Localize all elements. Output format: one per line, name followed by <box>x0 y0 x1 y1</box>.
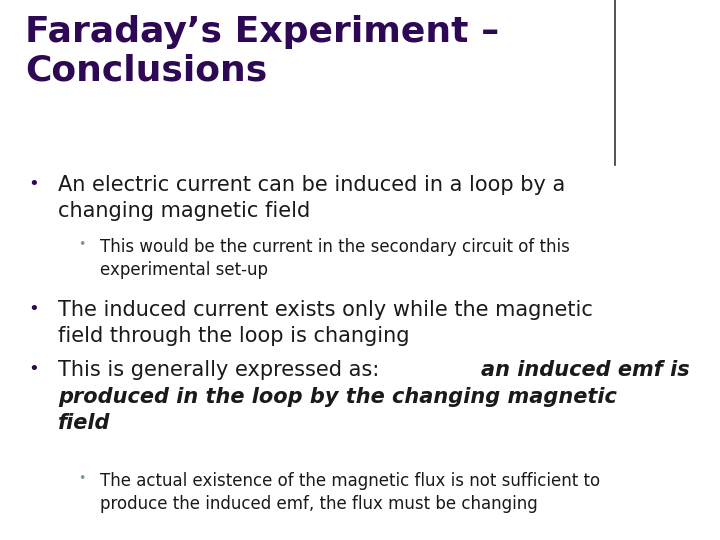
Text: •: • <box>78 238 86 251</box>
Text: an induced emf is: an induced emf is <box>481 360 690 380</box>
Text: produced in the loop by the changing magnetic
field: produced in the loop by the changing mag… <box>58 387 617 433</box>
Text: •: • <box>28 300 39 318</box>
Text: This would be the current in the secondary circuit of this
experimental set-up: This would be the current in the seconda… <box>100 238 570 279</box>
Text: •: • <box>28 175 39 193</box>
Text: Faraday’s Experiment –
Conclusions: Faraday’s Experiment – Conclusions <box>25 15 499 87</box>
Text: The actual existence of the magnetic flux is not sufficient to
produce the induc: The actual existence of the magnetic flu… <box>100 472 600 513</box>
Text: This is generally expressed as:: This is generally expressed as: <box>58 360 386 380</box>
Text: The induced current exists only while the magnetic
field through the loop is cha: The induced current exists only while th… <box>58 300 593 346</box>
Text: •: • <box>78 472 86 485</box>
Text: An electric current can be induced in a loop by a
changing magnetic field: An electric current can be induced in a … <box>58 175 565 221</box>
Text: •: • <box>28 360 39 378</box>
